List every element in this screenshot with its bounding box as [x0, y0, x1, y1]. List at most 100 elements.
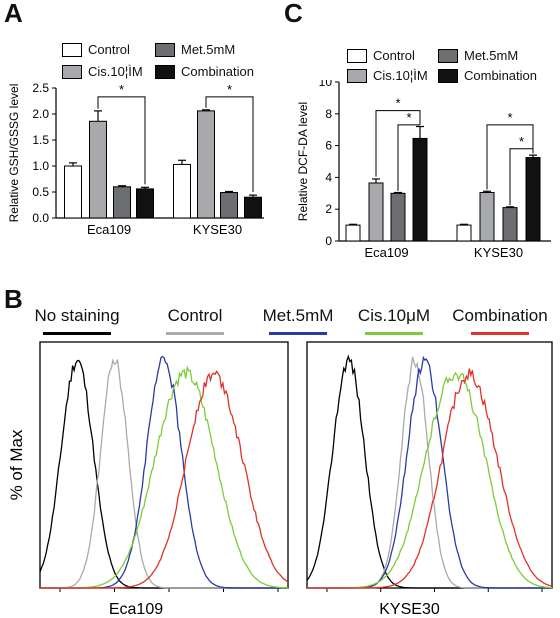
legend-label: Combination: [452, 306, 548, 325]
legend-swatch: [155, 42, 175, 57]
y-tick-label: 2: [325, 202, 332, 216]
y-tick-label: 0.0: [32, 211, 49, 225]
significance-label: *: [395, 96, 400, 111]
legend-label: Cis.10¦ÌM: [88, 64, 143, 79]
legend-label: Control: [373, 48, 415, 63]
significance-label: *: [406, 110, 411, 125]
significance-bracket: [205, 96, 254, 192]
category-label: KYSE30: [474, 245, 523, 260]
bar: [173, 163, 191, 219]
histogram-curve: [40, 365, 288, 589]
bar: [479, 192, 495, 242]
category-label: Eca109: [87, 222, 131, 237]
bar-chart-a: 0.0 0.5 1.0 1.5 2.0 2.5 Relative GSH/GSSG leve…: [7, 81, 264, 237]
category-label: Eca109: [364, 245, 408, 260]
legend-label: Control: [167, 306, 223, 325]
bar: [368, 182, 384, 242]
legend-line: [166, 332, 224, 335]
legend-label: Combination: [464, 68, 537, 83]
legend-a-met: Met.5mM: [155, 42, 235, 57]
y-tick-label: 0: [325, 234, 332, 248]
legend-swatch: [62, 42, 82, 57]
y-axis-label: Relative DCF-DA level: [296, 102, 310, 221]
histogram-curve: [307, 356, 552, 589]
legend-line: [365, 332, 423, 335]
legend-b-no-staining: No staining: [22, 306, 132, 335]
bar: [412, 137, 428, 242]
legend-swatch: [347, 48, 367, 63]
legend-b-cis: Cis.10μM: [349, 306, 439, 335]
significance-bracket: [97, 96, 146, 185]
legend-a-cis: Cis.10¦ÌM: [62, 64, 143, 79]
bar: [345, 224, 361, 242]
bar: [197, 110, 215, 219]
y-tick-label: 4: [325, 170, 332, 184]
histogram-curve: [306, 354, 552, 589]
significance-label: *: [519, 134, 524, 149]
legend-line: [269, 332, 327, 335]
legend-c-cis: Cis.10¦ÌM: [347, 68, 428, 83]
legend-swatch: [438, 48, 458, 63]
flow-histograms-b: Eca109 KYSE30 % of Max: [7, 341, 553, 618]
legend-label: Combination: [181, 64, 254, 79]
histogram-curve: [40, 358, 288, 589]
panel-label-c: C: [284, 0, 303, 28]
legend-label: Met.5mM: [262, 306, 334, 325]
panel-label-b: B: [4, 284, 23, 314]
histogram-curve: [40, 355, 288, 589]
significance-label: *: [507, 110, 512, 125]
y-tick-label: 2.5: [32, 81, 49, 95]
bar: [89, 120, 107, 219]
histogram-curve: [39, 359, 288, 589]
bar: [113, 186, 131, 219]
legend-c-met: Met.5mM: [438, 48, 518, 63]
y-tick-label: 10: [319, 80, 333, 89]
histogram-curve: [307, 355, 552, 589]
significance-label: *: [227, 82, 232, 97]
legend-a-control: Control: [62, 42, 130, 57]
bar: [220, 192, 238, 219]
legend-swatch: [62, 64, 82, 79]
legend-b-combination: Combination: [444, 306, 556, 335]
histogram-curve: [40, 370, 289, 589]
significance-bracket: [486, 124, 534, 190]
y-tick-label: 0.5: [32, 185, 49, 199]
histogram-curve: [307, 371, 552, 589]
legend-line: [471, 332, 529, 335]
legend-label: Met.5mM: [181, 42, 236, 57]
bar: [64, 165, 82, 219]
y-axis-label: % of Max: [7, 429, 26, 500]
legend-c-combination: Combination: [438, 68, 537, 83]
legend-a-combination: Combination: [155, 64, 254, 79]
significance-bracket: [397, 124, 420, 191]
significance-label: *: [119, 82, 124, 97]
legend-swatch: [155, 64, 175, 79]
legend-label: Met.5mM: [464, 48, 519, 63]
histogram-curve: [307, 368, 553, 589]
bar-chart-c: 0 2 4 6 8 10 Relative DCF-DA level Eca109 KYSE30…: [296, 80, 551, 260]
y-tick-label: 8: [325, 107, 332, 121]
legend-c-control: Control: [347, 48, 415, 63]
bar: [456, 224, 472, 242]
legend-swatch: [438, 68, 458, 83]
x-axis-label: KYSE30: [379, 601, 440, 618]
y-tick-label: 2.0: [32, 107, 49, 121]
bar: [136, 188, 154, 219]
legend-b-control: Control: [150, 306, 240, 335]
legend-label: Cis.10μM: [357, 306, 431, 325]
legend-swatch: [347, 68, 367, 83]
bar: [525, 157, 541, 242]
bar: [244, 196, 262, 219]
legend-label: No staining: [34, 306, 120, 325]
x-axis-label: Eca109: [109, 601, 163, 618]
y-tick-label: 1.5: [32, 133, 49, 147]
bar: [390, 192, 406, 242]
panel-label-a: A: [4, 0, 23, 28]
significance-bracket: [375, 110, 421, 177]
legend-line: [43, 332, 111, 335]
y-tick-label: 6: [325, 139, 332, 153]
legend-b-met: Met.5mM: [253, 306, 343, 335]
bar: [502, 207, 518, 242]
y-axis-label: Relative GSH/GSSG level: [7, 84, 21, 223]
category-label: KYSE30: [193, 222, 242, 237]
